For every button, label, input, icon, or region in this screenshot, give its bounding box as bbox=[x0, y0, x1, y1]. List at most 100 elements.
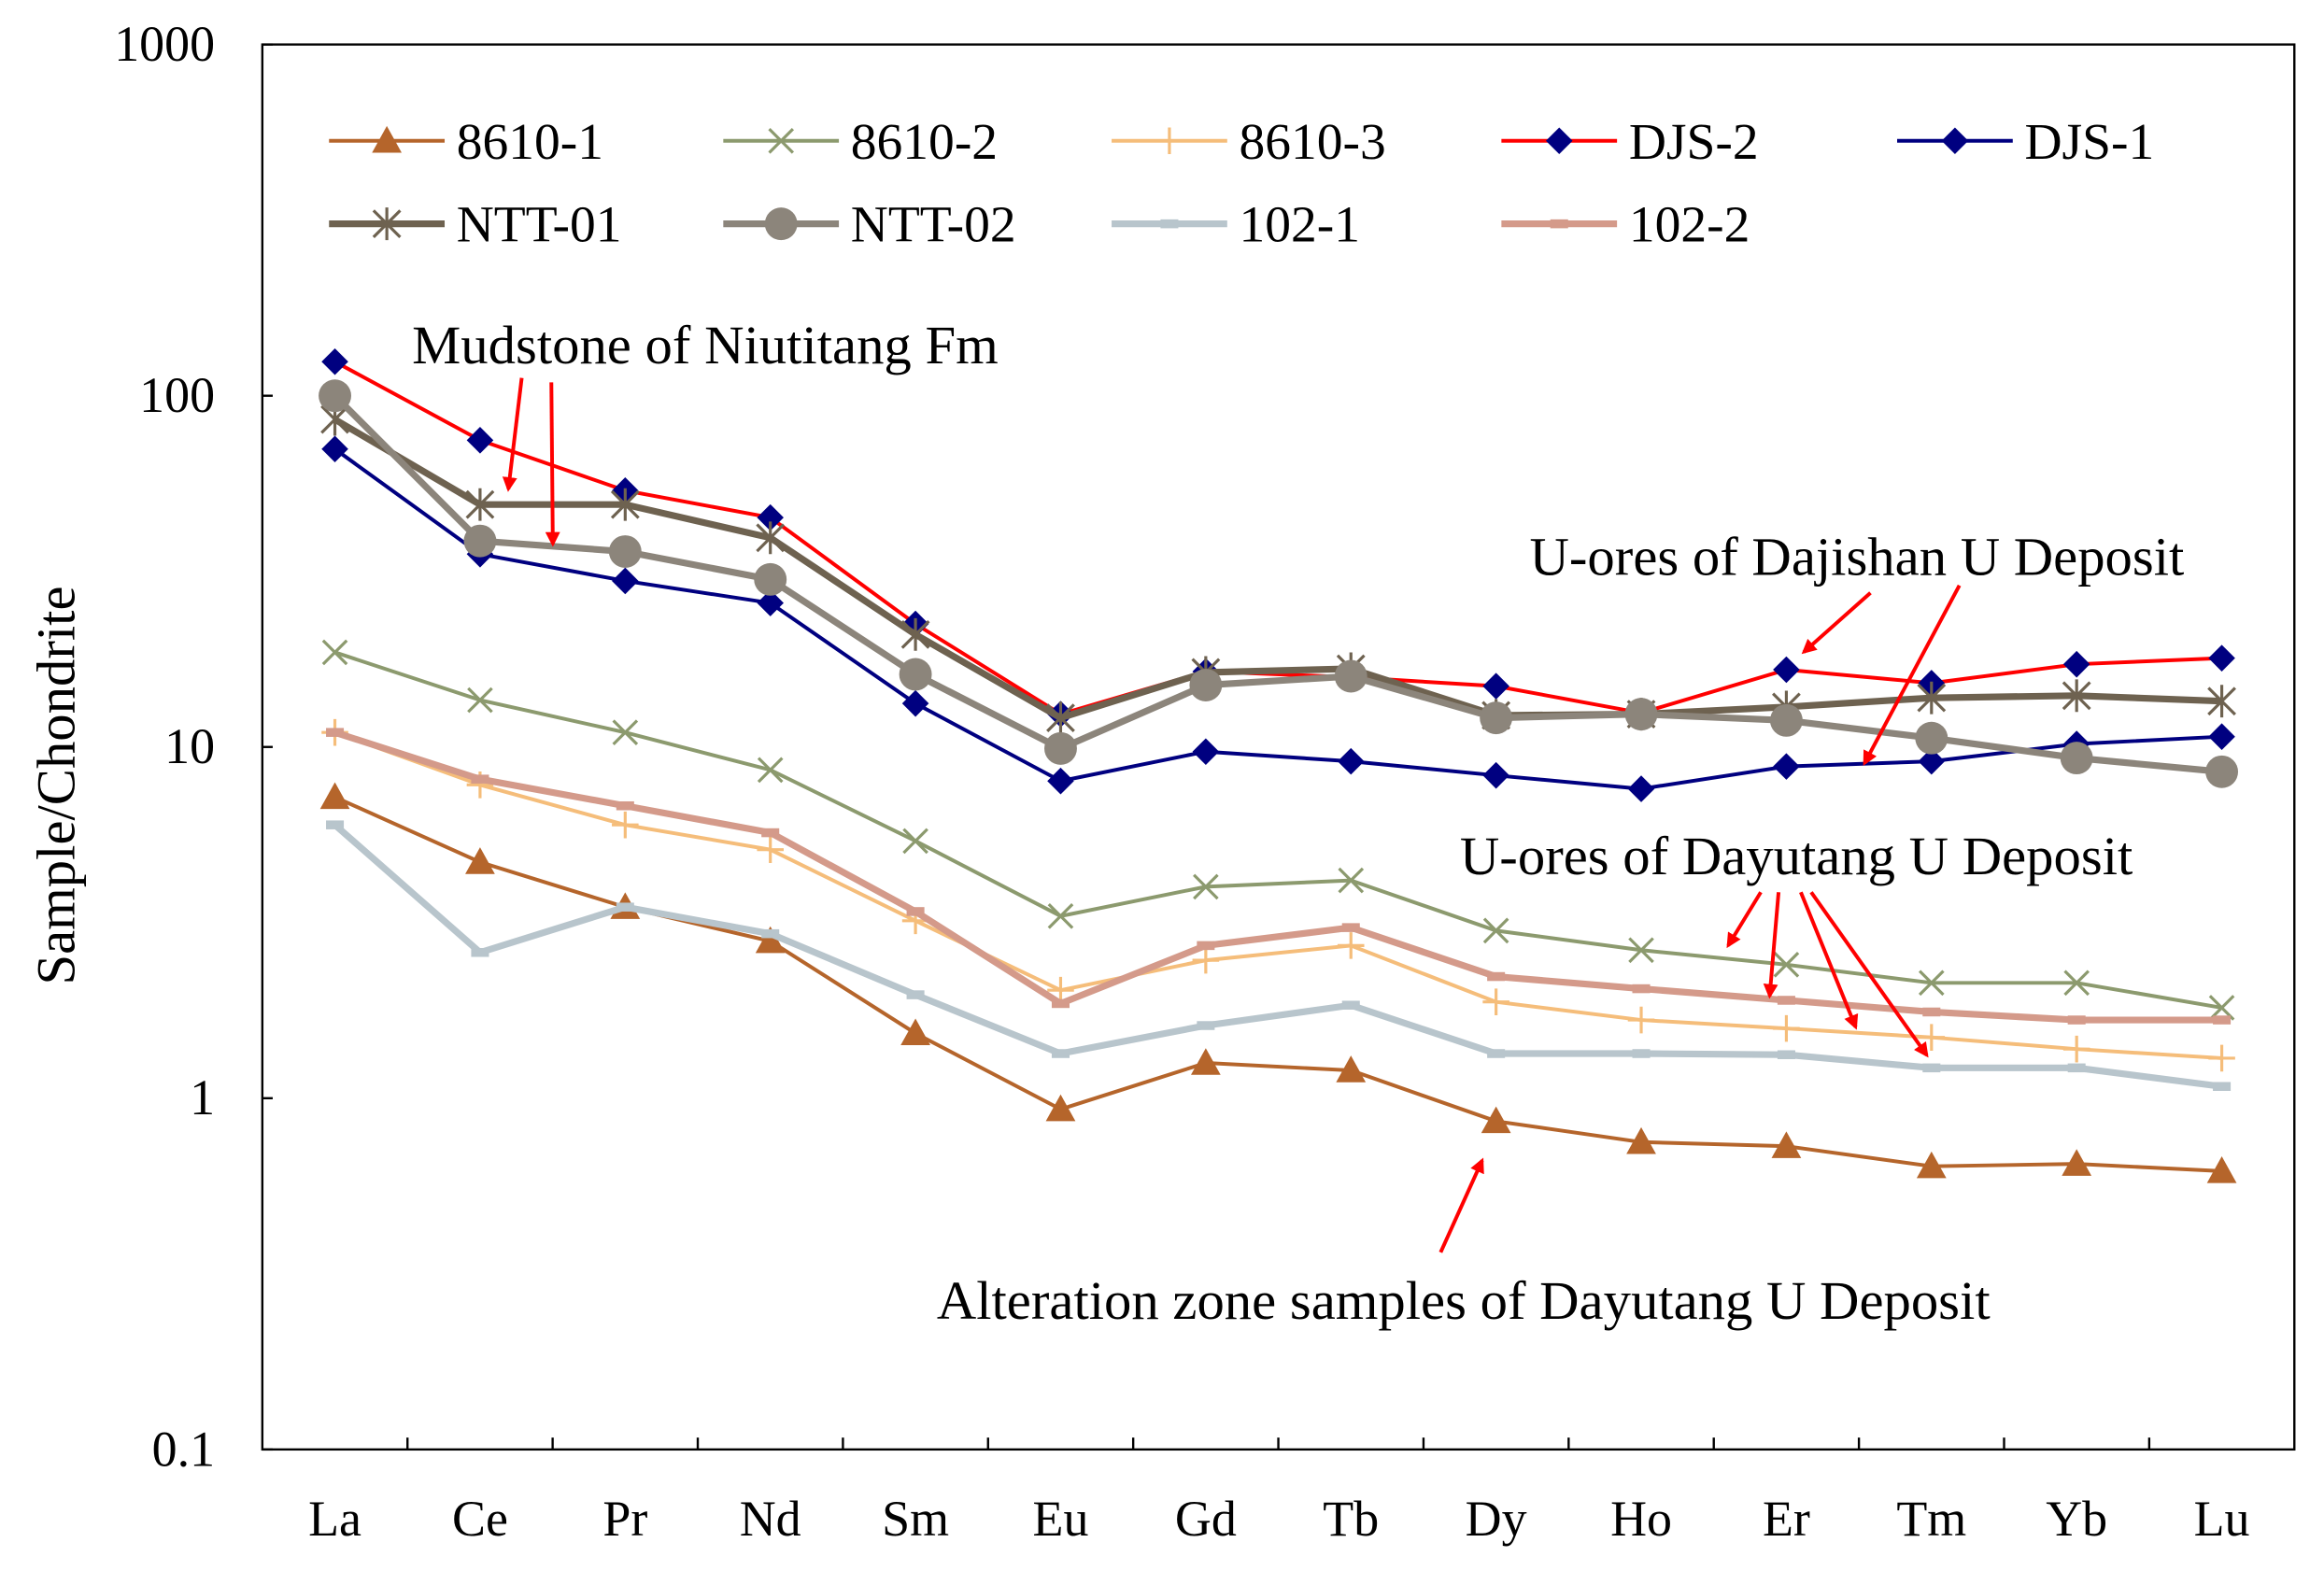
annotation-arrow bbox=[502, 377, 524, 492]
legend-marker bbox=[1155, 127, 1183, 155]
x-tick-label: La bbox=[308, 1491, 361, 1547]
data-point bbox=[1044, 731, 1077, 765]
legend-item: NTT-02 bbox=[723, 197, 1016, 254]
annotation-arrow bbox=[1726, 891, 1763, 949]
y-axis-label: Sample/Chondrite bbox=[25, 586, 86, 984]
data-point bbox=[1046, 701, 1075, 735]
y-tick-label: 10 bbox=[164, 718, 215, 774]
annotation-arrow bbox=[1801, 591, 1872, 655]
data-point bbox=[761, 928, 780, 939]
x-tick-label: Tm bbox=[1896, 1491, 1966, 1547]
plot-area bbox=[261, 43, 2296, 1451]
data-point bbox=[1337, 747, 1365, 775]
data-point bbox=[1922, 1007, 1941, 1017]
legend: 8610-1 8610-2 8610-3 DJS-2 DJS-1 NTT-01 NTT-02… bbox=[329, 114, 2154, 254]
data-point bbox=[463, 524, 497, 558]
legend-label: DJS-2 bbox=[1629, 114, 1759, 171]
x-tick-label: Ce bbox=[452, 1491, 508, 1547]
data-point bbox=[1628, 937, 1654, 964]
data-point bbox=[2060, 742, 2093, 775]
data-point bbox=[761, 828, 780, 838]
legend-label: 102-2 bbox=[1629, 197, 1750, 254]
legend-label: 102-1 bbox=[1240, 197, 1361, 254]
data-point bbox=[1047, 767, 1074, 795]
series-NTT-01 bbox=[320, 403, 2236, 735]
data-point bbox=[906, 990, 925, 999]
data-point bbox=[1338, 867, 1365, 894]
data-point bbox=[1197, 941, 1215, 951]
data-point bbox=[1051, 1049, 1070, 1058]
data-point bbox=[1627, 1006, 1655, 1034]
series-line bbox=[333, 393, 2222, 775]
x-tick-label: Nd bbox=[740, 1491, 801, 1547]
data-point bbox=[2067, 1015, 2086, 1025]
legend-label: 8610-3 bbox=[1240, 114, 1386, 171]
data-point bbox=[2205, 755, 2239, 788]
y-tick-label: 0.1 bbox=[152, 1421, 215, 1477]
data-point bbox=[1627, 775, 1655, 802]
series-line bbox=[333, 730, 2222, 1060]
x-tick-label: Er bbox=[1763, 1491, 1810, 1547]
data-point bbox=[465, 488, 495, 521]
legend-item: 8610-2 bbox=[723, 114, 998, 171]
data-point bbox=[1918, 969, 1945, 997]
data-point bbox=[2208, 723, 2235, 750]
data-point bbox=[1487, 1049, 1506, 1058]
data-point bbox=[1769, 703, 1803, 737]
legend-item: 8610-1 bbox=[329, 114, 603, 171]
data-point bbox=[1482, 672, 1509, 700]
data-point bbox=[902, 828, 928, 855]
legend-marker bbox=[1550, 219, 1568, 229]
legend-label: DJS-1 bbox=[2024, 114, 2154, 171]
annotations: Mudstone of Niutitang Fm U-ores of Dajis… bbox=[412, 315, 2184, 1331]
data-point bbox=[757, 589, 784, 616]
data-point bbox=[757, 503, 784, 531]
data-point bbox=[466, 427, 494, 454]
data-point bbox=[1773, 952, 1800, 978]
x-tick-label: Eu bbox=[1033, 1491, 1089, 1547]
data-point bbox=[900, 617, 930, 651]
annotation-arrow bbox=[1809, 891, 1929, 1058]
annotation-arrow bbox=[1763, 892, 1781, 999]
series-102-1 bbox=[326, 820, 2232, 1091]
data-point bbox=[1334, 659, 1367, 693]
series-102-2 bbox=[326, 728, 2232, 1025]
data-point bbox=[757, 757, 784, 784]
annotation-arrow bbox=[1863, 584, 1962, 766]
annotation-dayutang: U-ores of Dayutang U Deposit bbox=[1460, 826, 2133, 886]
data-point bbox=[465, 847, 495, 874]
data-point bbox=[2208, 644, 2235, 672]
data-point bbox=[1918, 1024, 1946, 1051]
data-point bbox=[1193, 873, 1219, 900]
data-point bbox=[1626, 1126, 1656, 1154]
annotation-mudstone: Mudstone of Niutitang Fm bbox=[412, 315, 999, 375]
data-point bbox=[1482, 761, 1509, 789]
data-point bbox=[1045, 1094, 1076, 1122]
data-point bbox=[1190, 1048, 1221, 1075]
data-point bbox=[1047, 976, 1074, 1004]
data-point bbox=[1773, 656, 1800, 684]
data-point bbox=[755, 926, 786, 954]
series-line bbox=[333, 729, 2222, 1024]
legend-label: NTT-02 bbox=[851, 197, 1016, 254]
data-point bbox=[2213, 1015, 2232, 1025]
data-point bbox=[900, 1018, 930, 1046]
data-point bbox=[1916, 1151, 1947, 1179]
y-tick-label: 1000 bbox=[114, 16, 215, 72]
data-point bbox=[467, 686, 493, 714]
data-point bbox=[1773, 1014, 1800, 1042]
data-point bbox=[899, 658, 932, 691]
legend-marker bbox=[1160, 219, 1179, 229]
data-point bbox=[1341, 923, 1360, 932]
x-tick-label: Gd bbox=[1175, 1491, 1237, 1547]
data-point bbox=[1632, 1049, 1651, 1058]
data-point bbox=[2213, 1082, 2232, 1091]
legend-marker bbox=[768, 127, 795, 154]
data-point bbox=[326, 728, 345, 737]
legend-label: NTT-01 bbox=[457, 197, 622, 254]
series-8610-3 bbox=[321, 718, 2235, 1072]
data-point bbox=[2063, 969, 2090, 997]
annotation-dajishan: U-ores of Dajishan U Deposit bbox=[1530, 527, 2185, 587]
data-point bbox=[756, 521, 786, 555]
data-point bbox=[612, 719, 639, 745]
